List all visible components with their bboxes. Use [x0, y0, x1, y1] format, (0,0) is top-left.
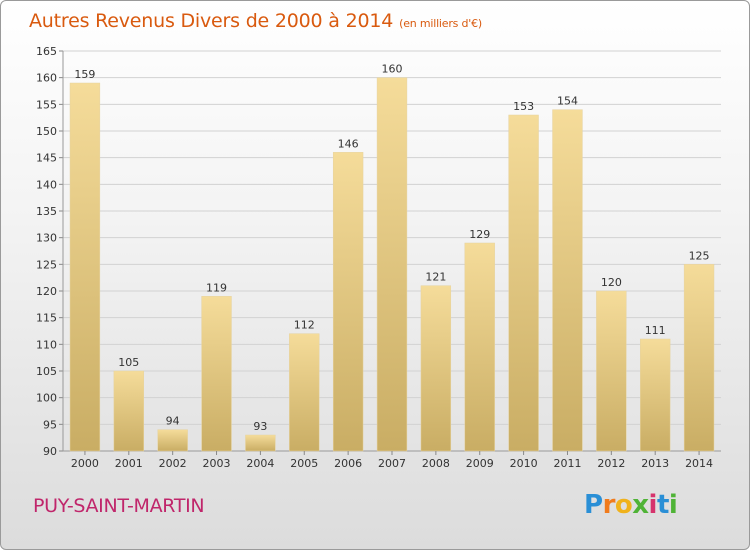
bar: [245, 434, 276, 452]
bar: [640, 338, 671, 452]
bar-value-label: 146: [338, 137, 359, 150]
logo-letter: t: [656, 490, 669, 520]
bar: [683, 264, 715, 452]
y-tick-label: 130: [36, 232, 57, 245]
x-tick-label: 2004: [246, 457, 274, 470]
x-tick-label: 2007: [378, 457, 406, 470]
x-axis: 2000 2001 2002 2003 2004 2005 2006 2007 2008 2009…: [71, 451, 713, 470]
x-tick-label: 2000: [71, 457, 99, 470]
y-tick-label: 105: [36, 365, 57, 378]
y-tick-label: 120: [36, 285, 57, 298]
bar-value-label: 154: [557, 95, 578, 108]
y-tick-label: 160: [36, 72, 57, 85]
y-tick-label: 125: [36, 258, 57, 271]
y-tick-label: 145: [36, 152, 57, 165]
bar-value-label: 93: [253, 420, 267, 433]
x-tick-label: 2009: [466, 457, 494, 470]
bar-value-label: 94: [166, 415, 180, 428]
value-labels: 159 105 94 119 93 112 146 160 121 129 153 154 120 111…: [74, 63, 709, 433]
bar: [69, 82, 101, 452]
bar: [552, 109, 583, 452]
bar-value-label: 125: [689, 249, 710, 262]
y-tick-label: 155: [36, 98, 57, 111]
bar: [596, 290, 627, 452]
bar: [157, 429, 188, 452]
x-tick-label: 2013: [641, 457, 669, 470]
y-tick-label: 135: [36, 205, 57, 218]
bar: [464, 242, 495, 452]
bar-value-label: 159: [74, 68, 95, 81]
bars: [69, 77, 715, 452]
y-tick-label: 90: [43, 445, 57, 458]
bar-value-label: 120: [601, 276, 622, 289]
bar-value-label: 121: [425, 271, 446, 284]
bar-value-label: 160: [382, 63, 403, 76]
bar: [376, 77, 408, 452]
bar-value-label: 111: [645, 324, 666, 337]
bar: [113, 370, 144, 452]
logo-letter: i: [668, 490, 678, 520]
title-text: Autres Revenus Divers de 2000 à 2014: [29, 10, 394, 32]
x-tick-label: 2005: [290, 457, 318, 470]
bar-value-label: 119: [206, 281, 227, 294]
bar-value-label: 112: [294, 319, 315, 332]
unit-label: (en milliers d'€): [399, 17, 483, 30]
proxiti-logo: Proxiti: [584, 490, 678, 520]
x-tick-label: 2003: [203, 457, 231, 470]
bar: [201, 296, 232, 452]
x-tick-label: 2012: [597, 457, 625, 470]
y-tick-label: 100: [36, 392, 57, 405]
logo-letter: r: [602, 490, 616, 520]
x-tick-label: 2010: [510, 457, 538, 470]
bar-value-label: 129: [469, 228, 490, 241]
chart-title: Autres Revenus Divers de 2000 à 2014 (en …: [29, 10, 482, 32]
place-name: PUY-SAINT-MARTIN: [33, 495, 205, 517]
bar: [332, 152, 364, 452]
x-tick-label: 2011: [553, 457, 581, 470]
x-tick-label: 2008: [422, 457, 450, 470]
x-tick-label: 2001: [115, 457, 143, 470]
y-tick-label: 165: [36, 45, 57, 58]
x-tick-label: 2006: [334, 457, 362, 470]
y-tick-label: 150: [36, 125, 57, 138]
x-tick-label: 2002: [159, 457, 187, 470]
y-tick-label: 140: [36, 178, 57, 191]
y-tick-label: 95: [43, 418, 57, 431]
logo-letter: o: [614, 490, 633, 520]
y-tick-label: 115: [36, 312, 57, 325]
logo-letter: x: [632, 490, 649, 520]
bar-value-label: 105: [118, 356, 139, 369]
bar: [508, 114, 539, 452]
logo-letter: P: [584, 490, 603, 520]
y-tick-label: 110: [36, 338, 57, 351]
logo-letter: i: [648, 490, 658, 520]
bar: [420, 285, 452, 452]
x-tick-label: 2014: [685, 457, 713, 470]
bar: [289, 333, 320, 452]
bar-value-label: 153: [513, 100, 534, 113]
